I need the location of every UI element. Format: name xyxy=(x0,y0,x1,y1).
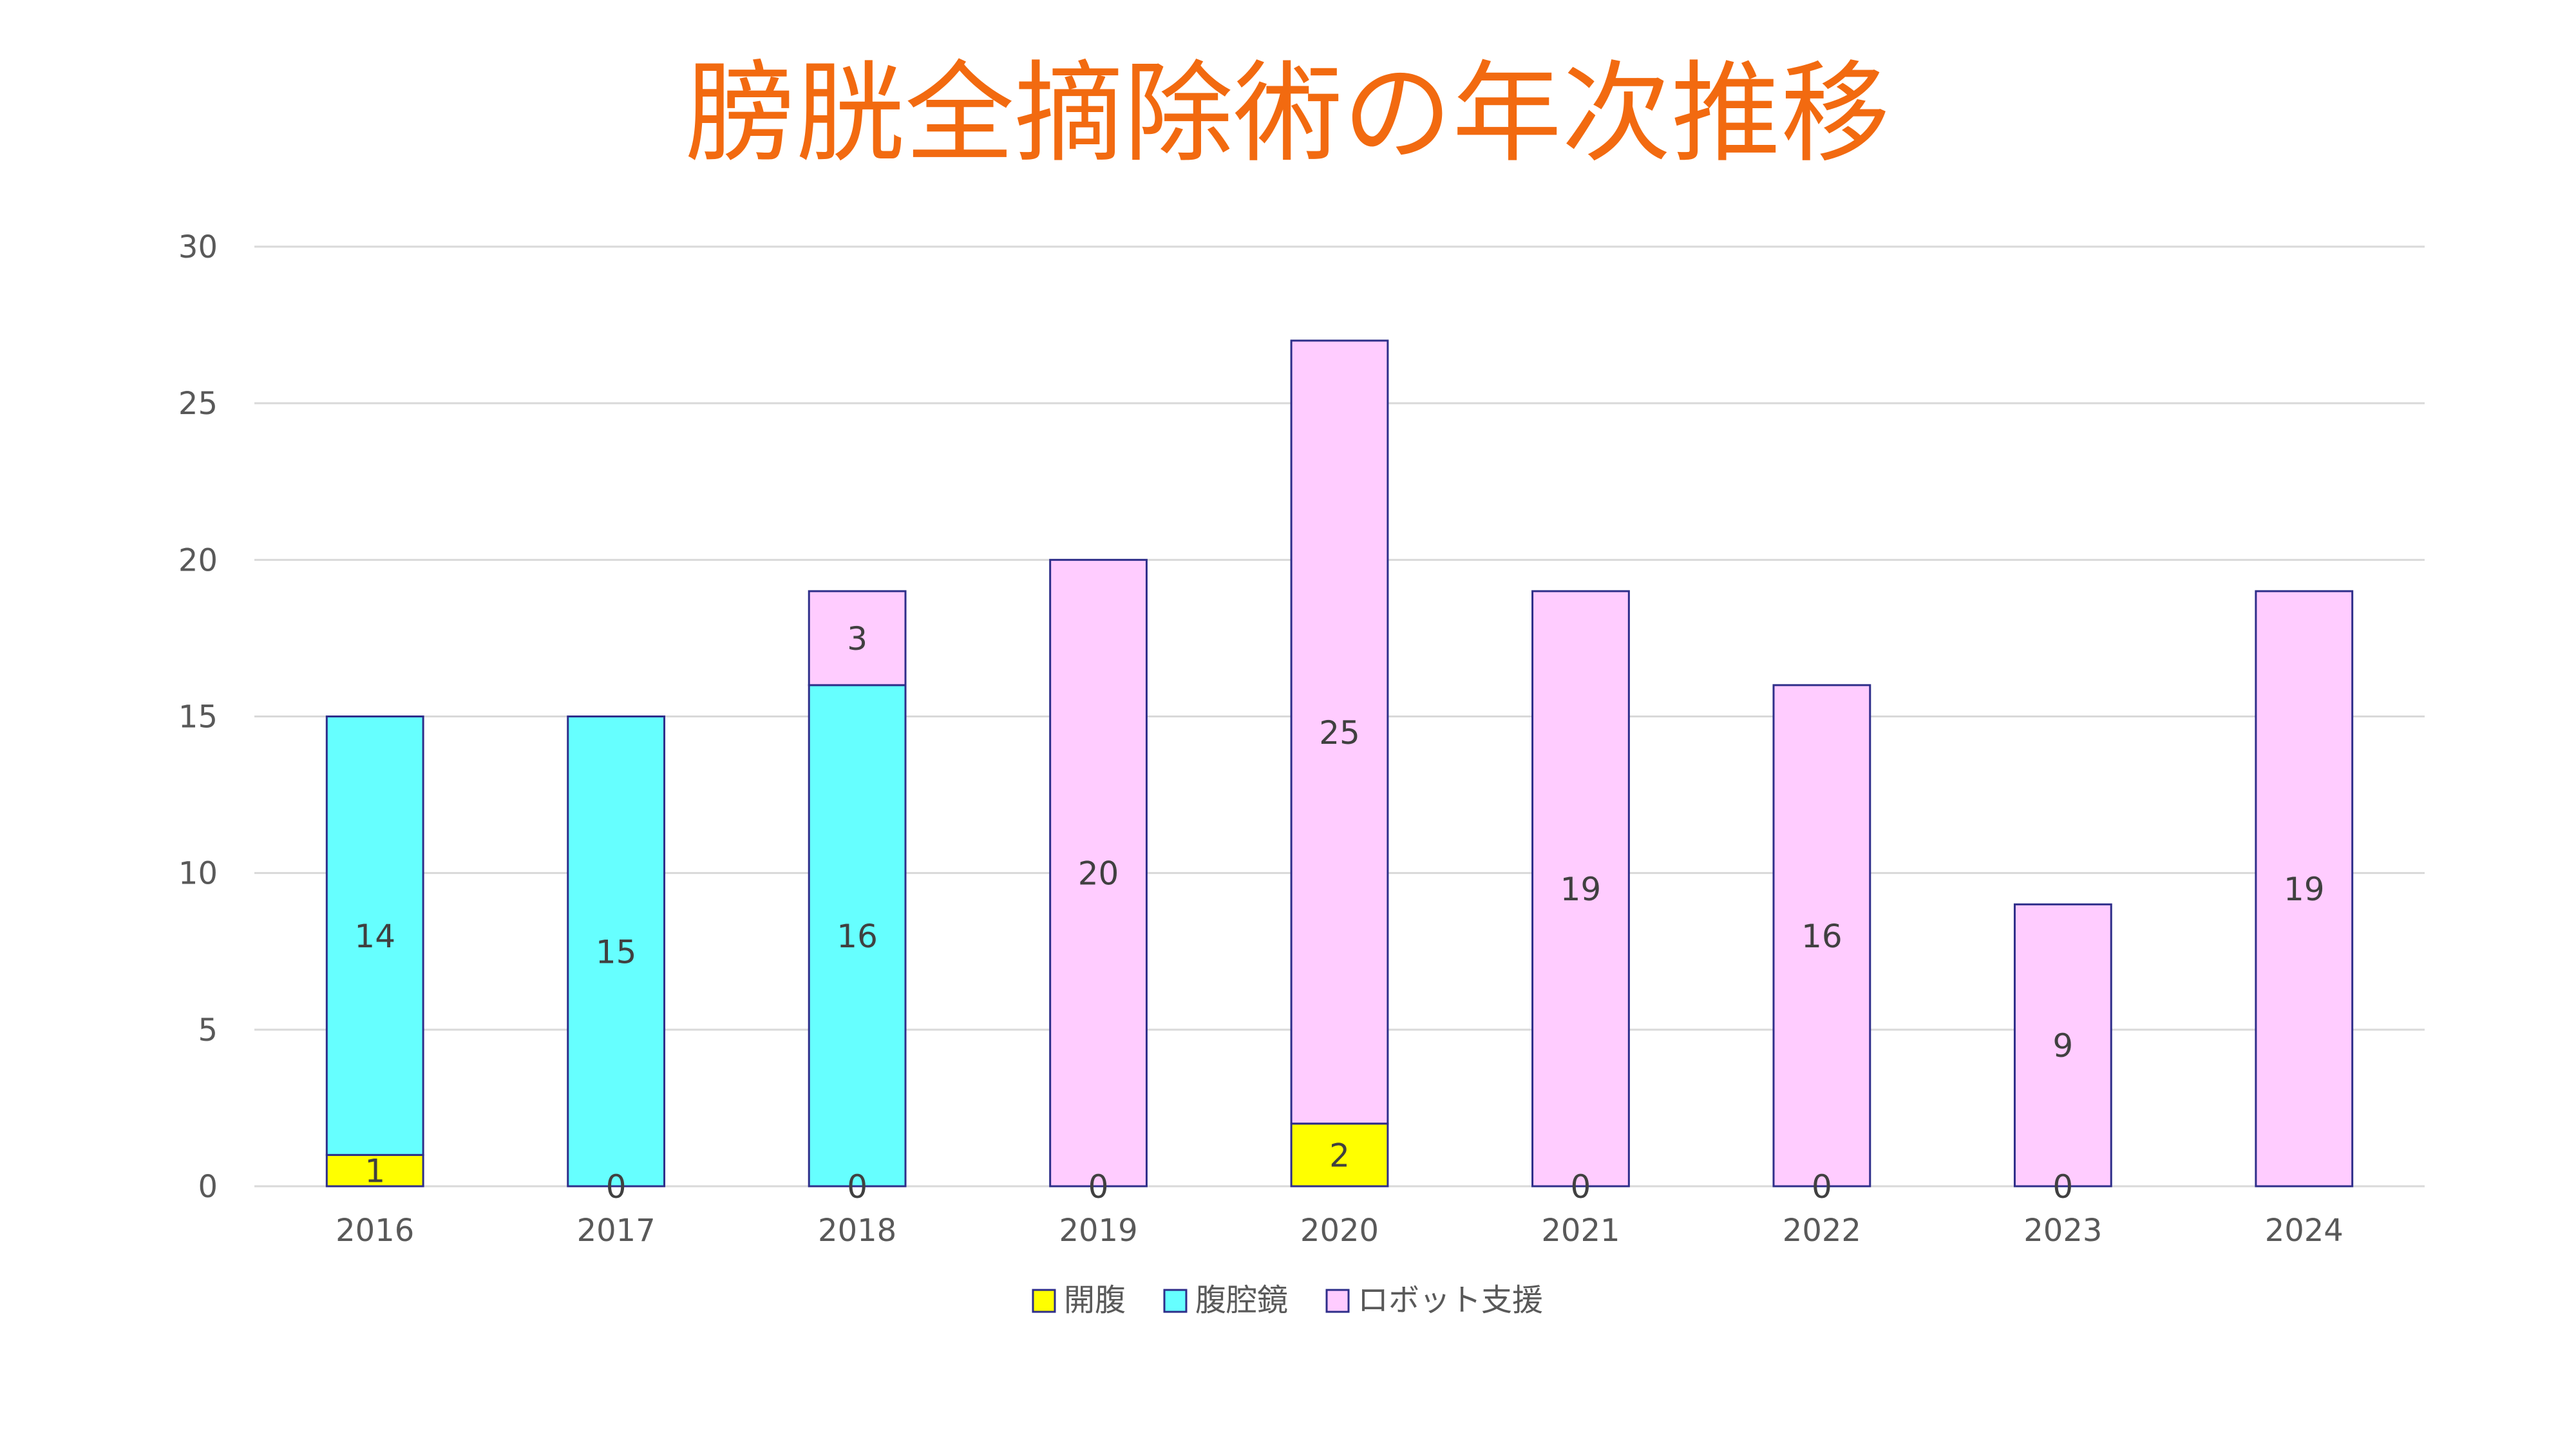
bar-segment xyxy=(1049,558,1148,1188)
x-tick-label: 2017 xyxy=(577,1213,656,1249)
bar-segment xyxy=(808,684,907,1188)
bar-segment xyxy=(1290,339,1389,1125)
x-tick-label: 2023 xyxy=(2023,1213,2102,1249)
data-label: 3 xyxy=(847,620,867,658)
y-tick-label: 15 xyxy=(178,699,218,735)
data-label: 16 xyxy=(1801,918,1842,955)
data-label: 16 xyxy=(837,918,878,955)
data-label: 0 xyxy=(2052,1168,2073,1206)
bar-segment xyxy=(1290,1122,1389,1188)
y-axis-tick-labels: 0 5 10 15 20 25 30 xyxy=(178,229,218,1205)
x-tick-label: 2020 xyxy=(1300,1213,1379,1249)
data-label: 0 xyxy=(1812,1168,1832,1206)
data-label: 9 xyxy=(2052,1027,2073,1065)
bars xyxy=(325,339,2354,1188)
data-label: 19 xyxy=(2284,871,2325,908)
data-label: 0 xyxy=(1088,1168,1109,1206)
bar-segment xyxy=(1531,590,1630,1188)
data-label: 1 xyxy=(365,1153,385,1190)
x-tick-label: 2019 xyxy=(1059,1213,1137,1249)
legend-swatch xyxy=(1032,1289,1056,1313)
data-labels: 1 14 0 15 0 16 3 0 20 2 25 0 19 0 16 0 9 19 xyxy=(354,620,2324,1206)
y-tick-label: 0 xyxy=(198,1169,218,1205)
legend-swatch xyxy=(1163,1289,1188,1313)
x-tick-label: 2018 xyxy=(818,1213,896,1249)
data-label: 0 xyxy=(606,1168,627,1206)
y-tick-label: 5 xyxy=(198,1012,218,1048)
data-label: 2 xyxy=(1329,1137,1350,1174)
x-tick-label: 2016 xyxy=(336,1213,414,1249)
x-tick-label: 2024 xyxy=(2265,1213,2344,1249)
data-label: 15 xyxy=(596,933,637,971)
x-tick-label: 2021 xyxy=(1541,1213,1620,1249)
y-tick-label: 20 xyxy=(178,542,218,578)
bar-segment xyxy=(2013,903,2112,1188)
bar-segment xyxy=(2255,590,2354,1188)
data-label: 19 xyxy=(1560,871,1602,908)
bar-segment xyxy=(567,715,666,1188)
y-tick-label: 10 xyxy=(178,856,218,892)
y-tick-label: 30 xyxy=(178,229,218,265)
data-label: 14 xyxy=(354,918,395,955)
bar-segment xyxy=(1772,684,1871,1188)
chart-title: 膀胱全摘除術の年次推移 xyxy=(686,50,1890,178)
bar-segment xyxy=(808,590,907,687)
legend-label: 開腹 xyxy=(1064,1282,1126,1318)
x-tick-label: 2022 xyxy=(1783,1213,1861,1249)
legend-swatch xyxy=(1325,1289,1350,1313)
data-label: 20 xyxy=(1078,855,1119,893)
legend: 開腹 腹腔鏡 ロボット支援 xyxy=(1032,1282,1543,1318)
data-label: 25 xyxy=(1319,714,1360,752)
y-tick-label: 25 xyxy=(178,386,218,422)
x-axis-tick-labels: 2016 2017 2018 2019 2020 2021 2022 2023 2024 xyxy=(336,1213,2344,1249)
data-label: 0 xyxy=(847,1168,867,1206)
legend-label: 腹腔鏡 xyxy=(1195,1282,1288,1318)
legend-label: ロボット支援 xyxy=(1358,1282,1543,1318)
data-label: 0 xyxy=(1571,1168,1591,1206)
bar-segment xyxy=(325,1153,424,1188)
bar-segment xyxy=(325,715,424,1156)
